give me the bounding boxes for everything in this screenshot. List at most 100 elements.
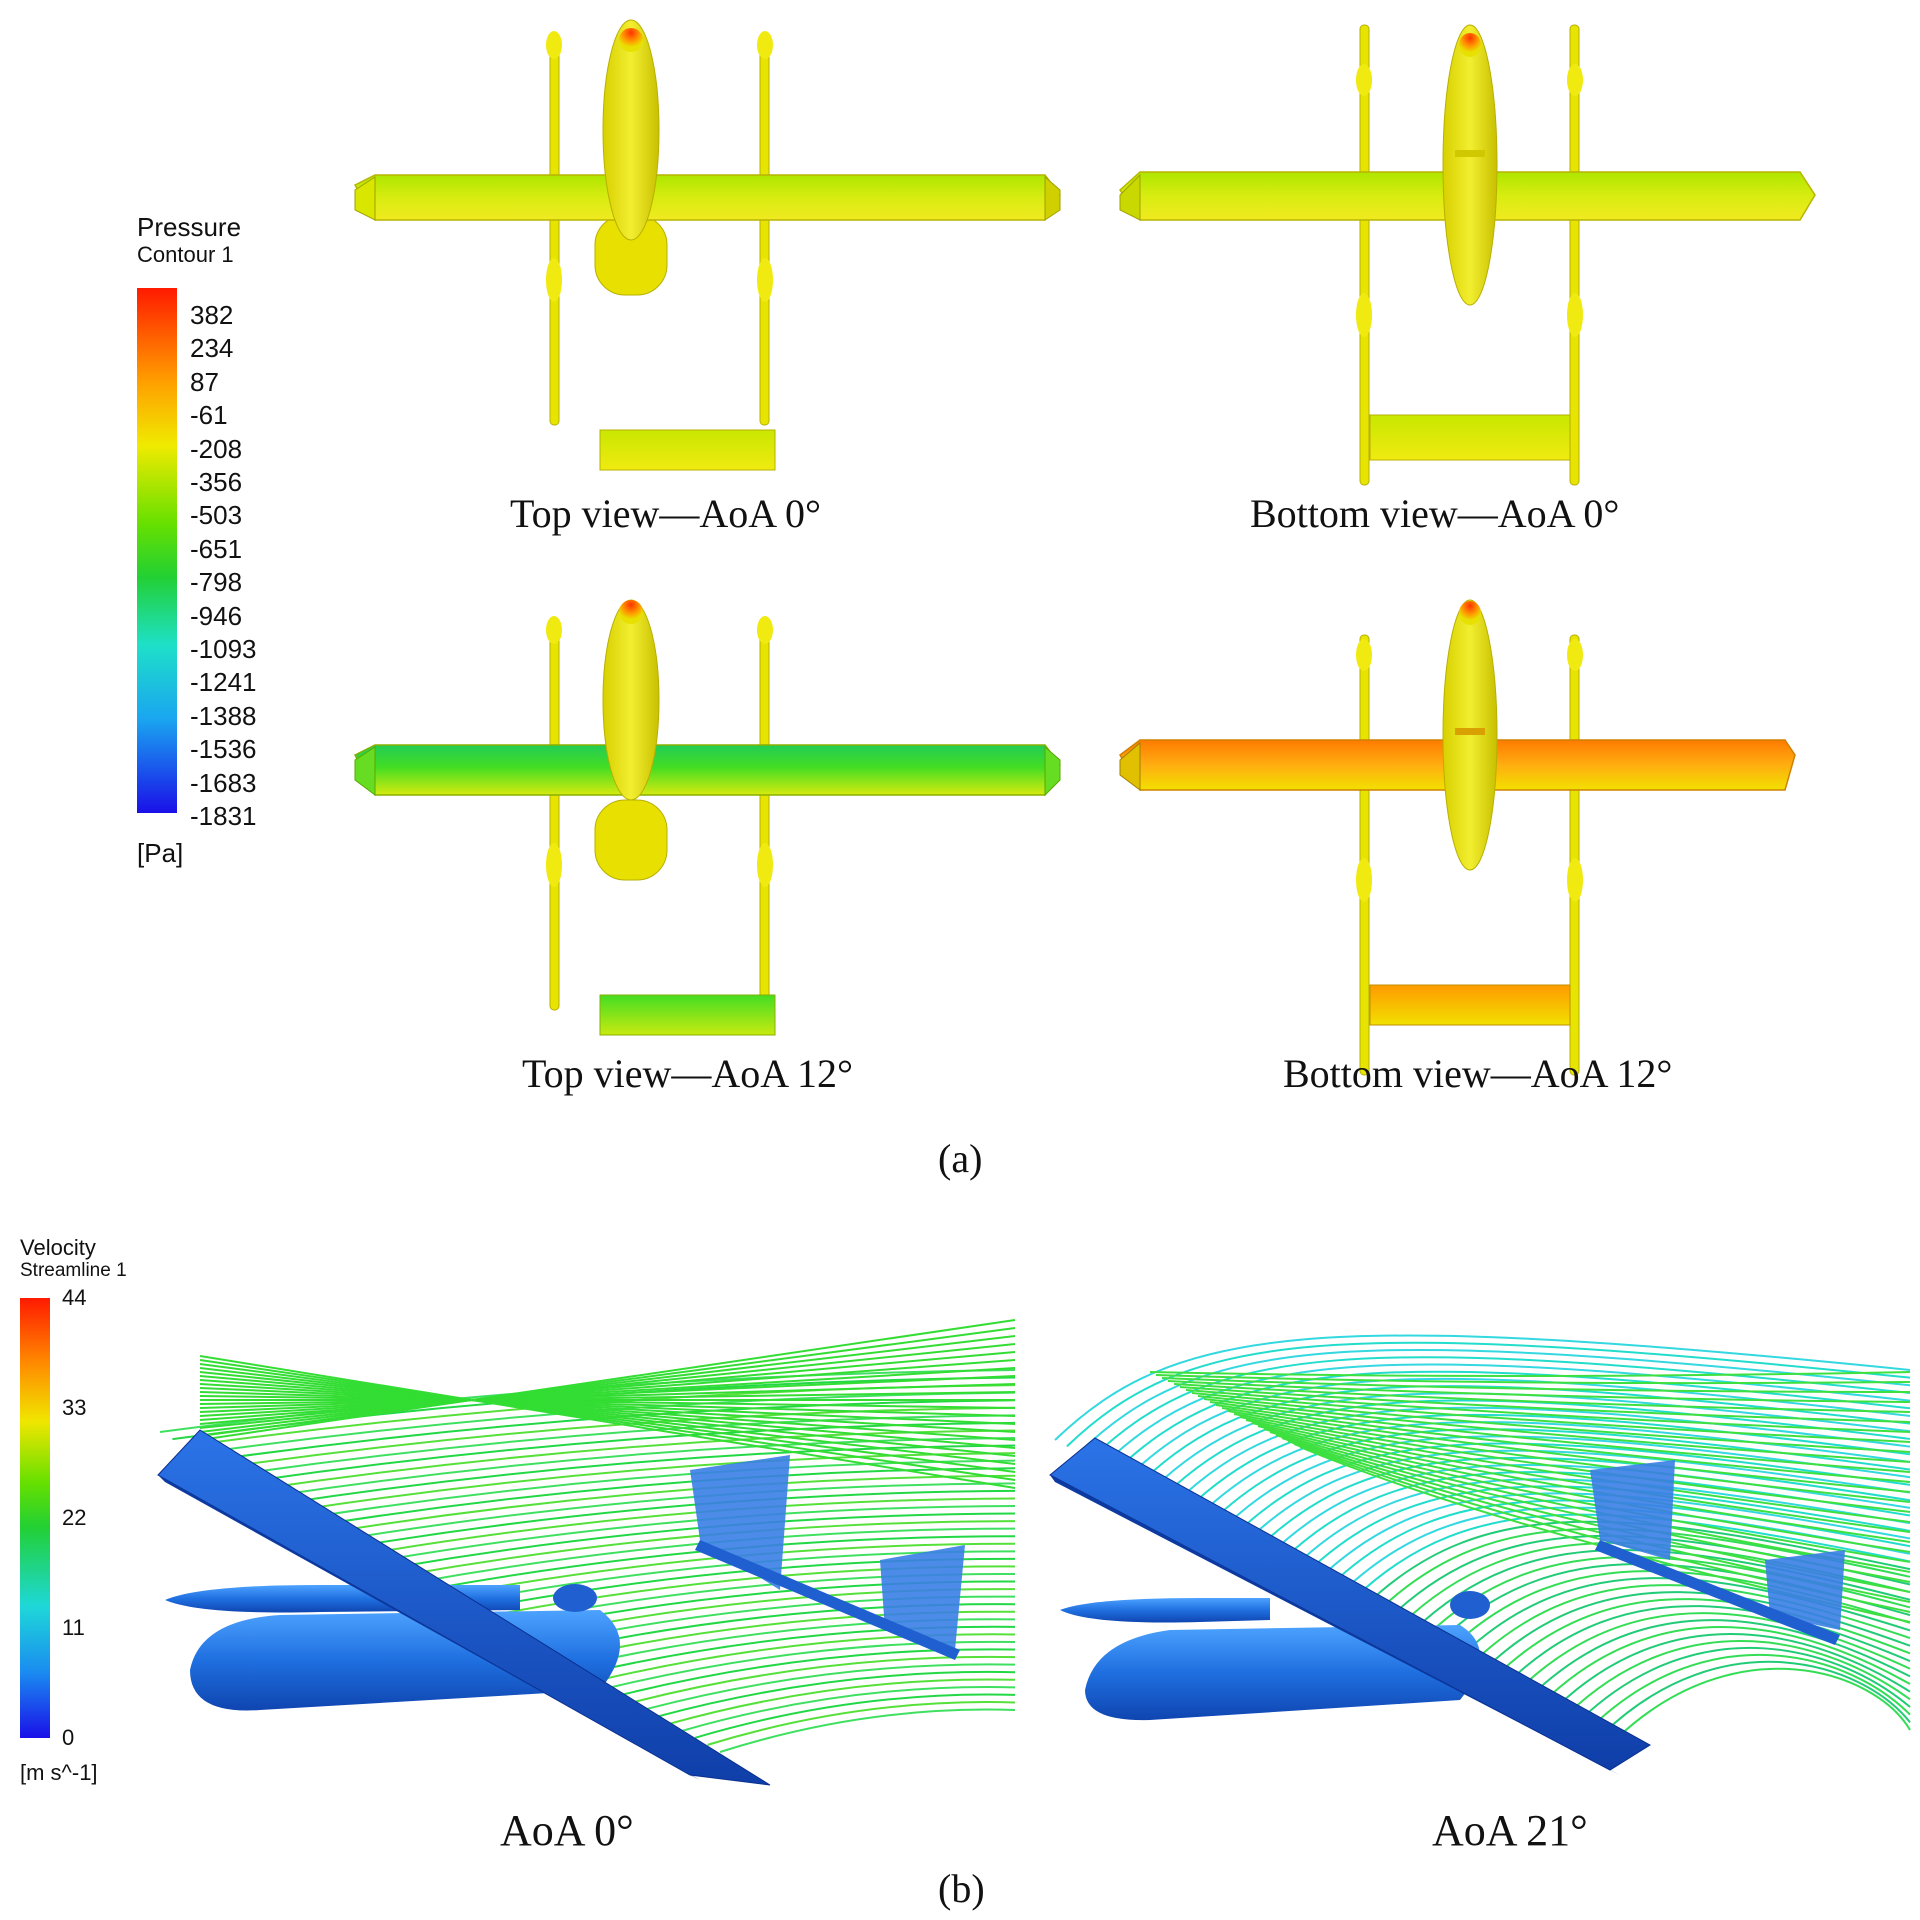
caption-streamline-aoa21: AoA 21° [1432,1806,1588,1855]
velocity-tick-label: 11 [62,1615,85,1640]
streamline [1263,1428,1911,1563]
streamline [199,1363,1016,1473]
pressure-tick-label: 234 [190,333,234,364]
aircraft-top-view-aoa0 [353,19,1061,471]
streamline [1221,1407,1911,1493]
streamline [595,1633,1016,1682]
caption-top-view-aoa0: Top view—AoA 0° [510,491,821,536]
streamline [199,1395,1016,1409]
velocity-colorbar [20,1298,50,1738]
velocity-legend [20,1298,50,1738]
pressure-legend-unit: [Pa] [137,838,184,868]
streamline [1256,1456,1911,1550]
streamline [199,1371,1016,1457]
pressure-tick-label: -651 [190,533,243,564]
streamline [1155,1374,1911,1385]
streamline [669,1678,1016,1725]
streamline [1149,1371,1911,1377]
streamline [607,1640,1016,1689]
streamline [1340,1506,1911,1594]
streamline [1292,1478,1911,1569]
streamline [199,1379,1016,1441]
streamline [199,1375,1016,1413]
streamline [371,1497,1016,1554]
streamline [1137,1385,1911,1486]
velocity-legend-subtitle: Streamline 1 [20,1260,127,1281]
caption-top-view-aoa12: Top view—AoA 12° [522,1051,853,1096]
caption-bottom-view-aoa12: Bottom view—AoA 12° [1283,1051,1673,1096]
pressure-tick-label: -1093 [190,634,257,664]
streamline [1215,1404,1911,1483]
streamline [199,1355,1016,1489]
streamline [284,1444,1016,1505]
streamline [1530,1619,1911,1697]
streamline [1316,1492,1911,1582]
streamline [1239,1416,1911,1523]
caption-bottom-view-aoa0: Bottom view—AoA 0° [1250,491,1620,536]
pressure-tick-label: -61 [190,400,228,431]
streamline [1518,1612,1911,1690]
pressure-tick-label: 382 [190,300,234,330]
pressure-legend-title: Pressure [137,212,242,242]
streamline [1078,1349,1911,1454]
streamline [1542,1626,1911,1703]
streamline [1495,1598,1911,1677]
streamline [1590,1653,1911,1728]
streamline [1251,1422,1911,1543]
streamline [199,1367,1016,1417]
streamline [620,1648,1016,1697]
streamline [199,1387,1016,1425]
streamline [1280,1471,1911,1563]
streamline [199,1359,1016,1481]
pressure-tick-label: -946 [190,600,243,631]
streamline-view-aoa21 [1049,1334,1911,1775]
streamline [1483,1591,1911,1671]
streamline [271,1437,1016,1497]
streamline [1161,1399,1911,1499]
streamline [694,1693,1016,1739]
streamline [1125,1377,1911,1480]
streamline [1304,1485,1911,1575]
velocity-tick-label: 0 [62,1725,75,1750]
streamline [1203,1398,1911,1463]
streamline [1066,1341,1911,1448]
pressure-legend-subtitle: Contour 1 [137,242,234,267]
streamline [1566,1639,1911,1716]
pressure-tick-label: 87 [190,366,219,397]
streamline [199,1319,1016,1441]
streamline [1269,1431,1911,1573]
aircraft-bottom-view-aoa0 [1119,24,1816,486]
streamline [719,1708,1016,1753]
streamline [334,1474,1016,1533]
streamline [1507,1605,1911,1684]
streamline [199,1383,1016,1433]
streamline [1161,1377,1911,1393]
velocity-legend-title: Velocity [20,1235,96,1260]
streamline [1209,1428,1911,1524]
streamline [309,1459,1016,1519]
panel-label-b: (b) [938,1866,985,1911]
pressure-tick-label: -1536 [190,734,257,765]
pressure-tick-label: -1831 [190,801,257,831]
streamline [296,1452,1016,1512]
streamline [199,1359,1016,1421]
streamline [1233,1442,1911,1537]
panel-label-a: (a) [938,1136,983,1181]
streamline [645,1663,1016,1711]
streamline-view-aoa0 [157,1319,1016,1786]
streamline [358,1489,1016,1547]
streamline [1101,1363,1911,1467]
velocity-tick-label: 22 [62,1505,87,1530]
streamline [657,1670,1016,1718]
velocity-tick-label: 44 [62,1285,87,1310]
pressure-tick-label: -798 [190,567,243,598]
streamline [199,1367,1016,1465]
pressure-tick-label: -208 [190,433,243,464]
pressure-tick-label: -1388 [190,700,257,731]
streamline [199,1327,1016,1437]
velocity-tick-label: 33 [62,1395,87,1420]
streamline [1364,1520,1911,1607]
streamline [1554,1633,1911,1709]
streamline [1244,1449,1911,1543]
